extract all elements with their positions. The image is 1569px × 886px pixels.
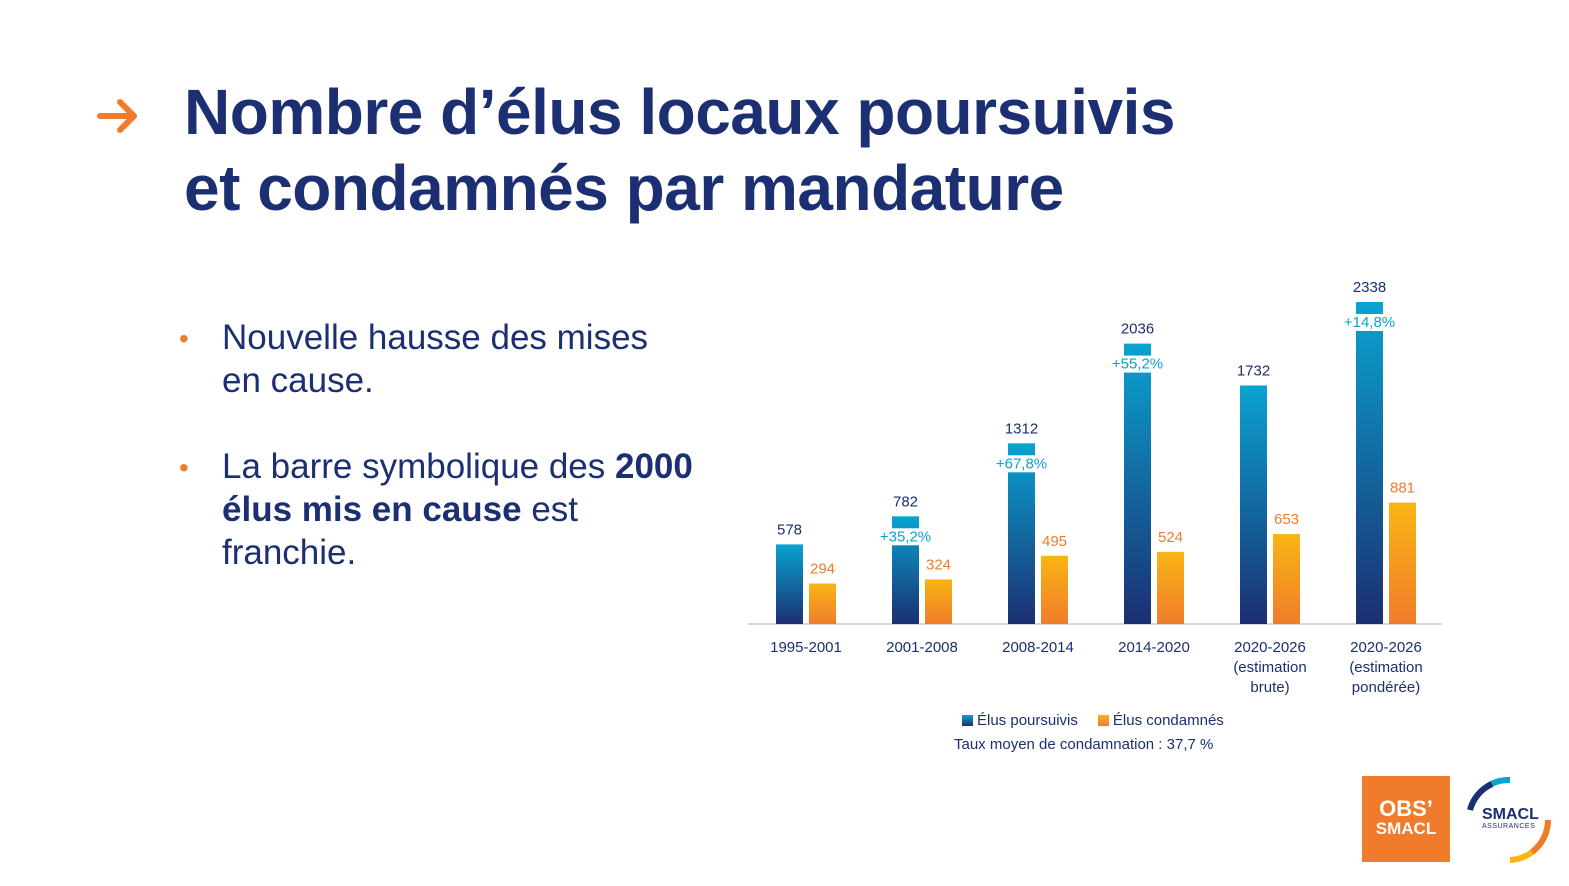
data-label: 324 (926, 556, 951, 573)
growth-label: +14,8% (1344, 314, 1395, 331)
bullet-text: Nouvelle hausse des mises en cause. (222, 318, 649, 400)
conviction-rate-note: Taux moyen de condamnation : 37,7 % (954, 736, 1214, 753)
arrow-right-icon (97, 99, 137, 133)
x-tick-label: 1995-2001 (770, 639, 842, 656)
obs-smacl-logo: OBS’ SMACL (1362, 776, 1450, 862)
title-line-1: Nombre d’élus locaux poursuivis (184, 76, 1175, 148)
bar-condamnes (809, 583, 836, 624)
data-label: 2338 (1353, 279, 1386, 296)
data-label: 495 (1042, 533, 1067, 550)
bullet-dot-icon: • (179, 323, 189, 354)
bar-poursuivis (1240, 385, 1267, 624)
obs-logo-line1: OBS’ (1379, 796, 1433, 821)
bar-condamnes (1041, 555, 1068, 624)
growth-label: +35,2% (880, 528, 931, 545)
x-tick-label: (estimation (1233, 659, 1306, 676)
x-tick-label: 2020-2026 (1234, 639, 1306, 656)
bar-condamnes (1157, 551, 1184, 624)
data-label: 524 (1158, 529, 1183, 546)
bar-poursuivis (776, 544, 803, 624)
growth-label-bg (1342, 314, 1397, 331)
obs-logo-line2: SMACL (1375, 819, 1437, 838)
growth-label: +55,2% (1112, 356, 1163, 373)
x-tick-label: brute) (1250, 679, 1289, 696)
legend-label-condamnes: Élus condamnés (1112, 712, 1224, 729)
bar-poursuivis (1356, 302, 1383, 624)
x-tick-label: 2014-2020 (1118, 639, 1190, 656)
smacl-logo-name: SMACL (1482, 806, 1539, 823)
bar-chart: 578 294 1995-2001 782 324 +35,2% 2001-2008 1312… (748, 279, 1442, 696)
data-label: 653 (1274, 511, 1299, 528)
growth-label-bg (1110, 355, 1165, 373)
data-label: 2036 (1121, 321, 1154, 338)
growth-label-bg (994, 455, 1049, 473)
data-label: 881 (1390, 480, 1415, 497)
growth-label-bg (878, 528, 933, 546)
bullet-list: • Nouvelle hausse des mises en cause. • … (176, 316, 696, 617)
legend-label-poursuivis: Élus poursuivis (977, 712, 1078, 729)
bar-condamnes (1273, 534, 1300, 624)
data-label: 782 (893, 493, 918, 510)
x-tick-label: (estimation (1349, 659, 1422, 676)
data-label: 294 (810, 561, 835, 578)
bullet-text-bold: 2000 élus mis en cause (222, 447, 693, 529)
x-tick-label: pondérée) (1352, 679, 1420, 696)
x-tick-label: 2008-2014 (1002, 639, 1074, 656)
smacl-logo-sub: ASSURANCES (1482, 823, 1536, 830)
data-label: 578 (777, 521, 802, 538)
data-label: 1732 (1237, 362, 1270, 379)
bar-condamnes (925, 579, 952, 624)
x-tick-label: 2001-2008 (886, 639, 958, 656)
x-tick-label: 2020-2026 (1350, 639, 1422, 656)
bar-poursuivis (1008, 443, 1035, 624)
bullet-text-pre: La barre symbolique des (222, 447, 615, 486)
bullet-item: • Nouvelle hausse des mises en cause. (176, 316, 696, 402)
legend-item-condamnes: Élus condamnés (1097, 712, 1224, 729)
legend-swatch-condamnes (1097, 715, 1109, 726)
bar-condamnes (1389, 502, 1416, 624)
bar-poursuivis (1124, 343, 1151, 624)
smacl-arc-icon (1467, 776, 1552, 863)
bullet-dot-icon: • (179, 452, 189, 483)
bullet-item: • La barre symbolique des 2000 élus mis … (176, 445, 696, 574)
title-line-2: et condamnés par mandature (184, 152, 1064, 224)
data-label: 1312 (1005, 420, 1038, 437)
page-title: Nombre d’élus locaux poursuivis et conda… (184, 74, 1175, 226)
legend-item-poursuivis: Élus poursuivis (962, 712, 1078, 729)
bullet-text-post: est franchie. (222, 490, 579, 572)
legend-swatch-poursuivis (962, 715, 973, 726)
smacl-assurances-logo: SMACL ASSURANCES (1462, 776, 1554, 864)
chart-legend: Élus poursuivis Élus condamnés (962, 712, 1224, 729)
growth-label: +67,8% (996, 455, 1047, 472)
